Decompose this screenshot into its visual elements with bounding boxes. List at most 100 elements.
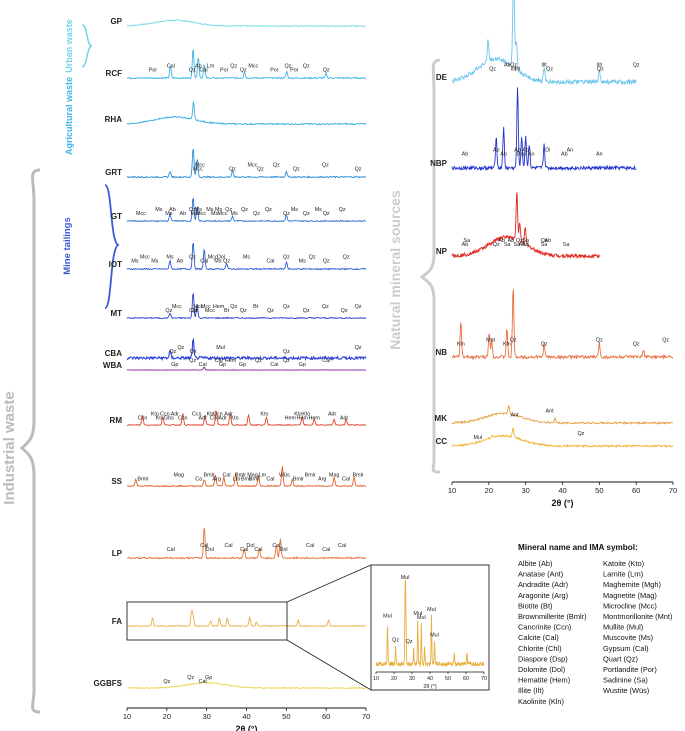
legend-item: Microcline (Mcc) [603,601,657,610]
series-cc-line [451,426,674,448]
peak-label: Dol [217,255,225,261]
peak-label: Mul [473,435,482,441]
peak-label: Ab [504,62,511,68]
peak-label: An [596,151,603,157]
peak-label: Gp [205,675,212,681]
mine-tailings-label: Mine tailings [62,217,73,275]
peak-label: Qz [546,66,553,72]
peak-label: Ab [522,147,529,153]
series-iot-label: IOT [109,260,122,269]
side-labels: Urban waste Agricultural waste Mine tail… [1,19,441,714]
peak-label: Ms [195,207,202,213]
inset-x-tick-label: 30 [409,676,415,682]
series-ggbfs-label: GGBFS [94,679,123,688]
legend-item: Quart (Qz) [603,654,638,663]
peak-label: Mcc [201,304,211,310]
peak-label: Bmlr [235,472,246,478]
agricultural-waste-label: Agricultural waste [64,77,74,155]
peak-label: Qz [191,308,198,314]
peak-label: Ms [291,207,298,213]
x-tick-label: 50 [595,486,603,495]
peak-label: Qz [541,238,548,244]
peak-label: Ab [522,242,529,248]
x-tick-label: 40 [558,486,566,495]
series-cba-label: CBA [105,349,123,358]
peak-label: Arg [212,476,220,482]
series-iot-line [126,242,367,271]
peak-label: Qz [303,211,310,217]
peak-label: Ant [511,412,520,418]
peak-label: Cal [200,259,208,265]
peak-label: Mul [216,345,225,351]
peak-label: Chl [189,308,197,314]
peak-label: Qz [309,255,316,261]
legend-item: Anatase (Ant) [518,570,563,579]
peak-label: Kto [156,416,164,422]
peak-label: Arg [318,476,326,482]
series-cc-label: CC [435,437,447,446]
peak-label: Ccn [178,416,188,422]
peak-label: Mnt [486,338,495,344]
series-ss-line [126,466,367,488]
peak-label: Mcc [195,162,205,168]
peak-label: Kto [302,412,310,418]
peak-label: Ab [177,259,184,265]
peak-label: An [528,151,535,157]
peak-label: Dol [279,547,287,553]
peak-label: Mcc [205,308,215,314]
series-rha-label: RHA [105,115,123,124]
series-cba-line [126,337,367,362]
peak-label: Qz [169,349,176,355]
peak-label: Ant [546,408,555,414]
x-tick-label: 10 [448,486,456,495]
peak-label: Adr [224,412,233,418]
peak-label: Ms [211,211,218,217]
series-wba-line [126,366,366,371]
peak-label: Bmlr [137,476,148,482]
peak-label: Cal [223,472,231,478]
peak-label: Ab [179,211,186,217]
legend-item: Larnite (Lrn) [603,570,643,579]
peak-label: Mcc [196,211,206,217]
series-grt-line [126,149,367,179]
series-np-label: NP [436,247,448,256]
mine-bracket [104,184,120,309]
peak-label: Qz [323,211,330,217]
peak-label: Sa [463,238,470,244]
peak-label: Bmlr [293,476,304,482]
peak-label: Adr [218,416,227,422]
peak-label: Kto [151,412,159,418]
series-rm-line [127,410,367,427]
peak-label: Cal [272,543,280,549]
peak-label: Qz [240,308,247,314]
legend-item: Biotite (Bt) [518,601,553,610]
peak-label: Qz [493,242,500,248]
legend-item: Portlandite (Por) [603,665,657,674]
peak-label: Mcc [248,63,258,69]
peak-label: Cal [338,543,346,549]
peak-label: Por [270,67,279,73]
peak-label: Qz [323,259,330,265]
peak-label: Mcc [193,166,203,172]
legend-item: Kaolinite (Kln) [518,697,564,706]
peak-label: Qz [189,207,196,213]
series-gt-line [126,197,367,223]
peak-label: Qz [253,211,260,217]
peak-label: Ccn [160,412,170,418]
x-tick-label: 70 [669,486,677,495]
inset-x-tick-label: 60 [463,676,469,682]
peak-label: Qz [283,211,290,217]
legend-item: Diaspore (Dsp) [518,654,568,663]
peak-label: Ab [561,151,568,157]
peak-label: Ccn [213,412,223,418]
peak-label: Qz [322,304,329,310]
series-ggbfs-line [127,679,367,690]
peak-label: Mcc [140,255,150,261]
peak-label: Qz [283,304,290,310]
peak-label: Qz [489,66,496,72]
peak-label: Ab [462,151,469,157]
series-mt-line [126,293,367,320]
peak-label: Lm [259,472,267,478]
series-de-label: DE [436,73,448,82]
peak-label: Ms [206,207,213,213]
